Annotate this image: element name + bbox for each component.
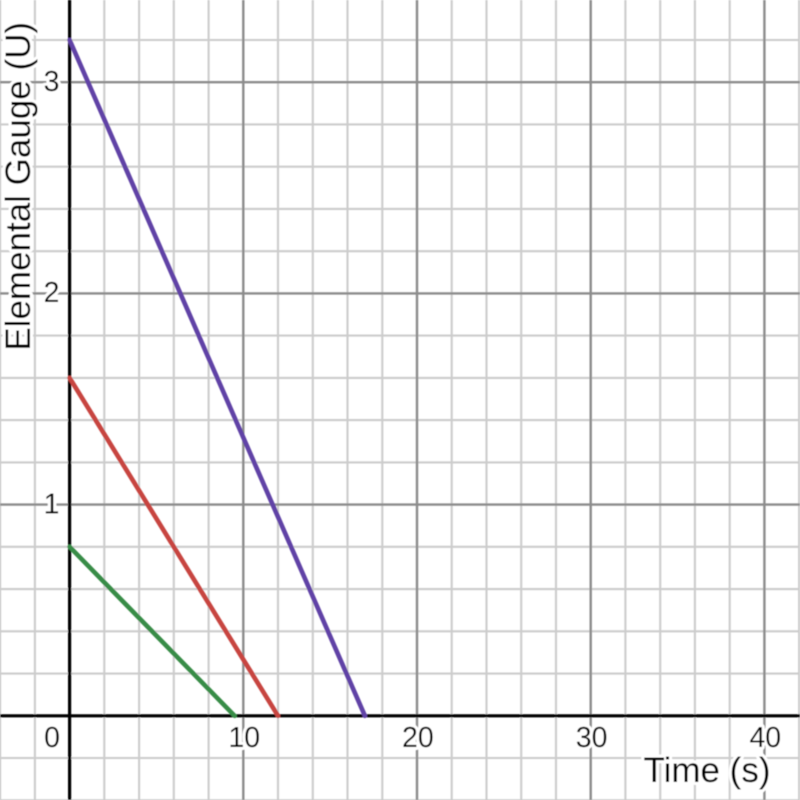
svg-text:0: 0 <box>44 722 60 754</box>
svg-text:2: 2 <box>44 277 60 309</box>
svg-text:10: 10 <box>228 722 260 754</box>
svg-text:3: 3 <box>44 66 60 98</box>
svg-text:20: 20 <box>402 722 434 754</box>
svg-text:1: 1 <box>44 488 60 520</box>
svg-text:Elemental Gauge (U): Elemental Gauge (U) <box>0 22 38 351</box>
svg-text:30: 30 <box>576 722 608 754</box>
svg-text:Time (s): Time (s) <box>643 751 770 790</box>
svg-text:40: 40 <box>749 722 781 754</box>
